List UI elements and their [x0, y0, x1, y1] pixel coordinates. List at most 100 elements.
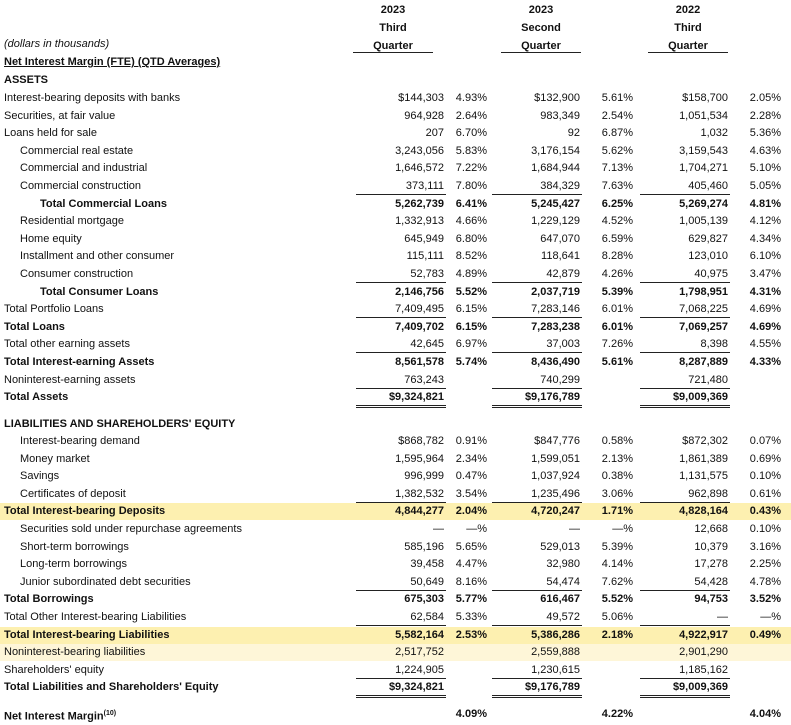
cell-rule	[640, 625, 730, 626]
cell-rule	[492, 678, 582, 680]
rate-cell: 4.33%	[749, 356, 781, 368]
rate-cell: 6.41%	[455, 197, 487, 210]
cell-rule	[640, 282, 730, 283]
rate-cell: 5.52%	[601, 593, 633, 606]
amount-cell: 8,398	[700, 338, 728, 351]
amount-cell: —	[717, 611, 728, 623]
row-label: Total Interest-earning Assets	[4, 356, 155, 368]
amount-cell: 1,131,575	[679, 470, 728, 483]
rate-cell: 0.58%	[601, 435, 633, 447]
column-header: 2023	[380, 4, 406, 16]
row-label: Total Assets	[4, 391, 69, 404]
rate-cell: 6.97%	[455, 338, 487, 351]
amount-cell: —	[569, 523, 580, 535]
rate-cell: —%	[760, 611, 781, 623]
rate-cell: 0.43%	[749, 505, 781, 518]
row-label: Securities sold under repurchase agreeme…	[20, 523, 242, 535]
rate-cell: 6.80%	[455, 232, 487, 245]
rate-cell: 4.22%	[601, 708, 633, 720]
rate-cell: 2.54%	[601, 109, 633, 122]
amount-cell: 1,599,051	[531, 452, 580, 465]
row-label: Installment and other consumer	[20, 250, 175, 263]
amount-cell: 1,704,271	[679, 162, 728, 175]
amount-cell: 42,879	[546, 268, 580, 280]
rate-cell: —%	[466, 523, 487, 535]
rate-cell: 4.26%	[601, 268, 633, 280]
rate-cell: 0.61%	[749, 487, 781, 500]
rate-cell: 5.39%	[601, 285, 633, 298]
amount-cell: $144,303	[398, 92, 444, 104]
amount-cell: 5,582,164	[395, 628, 444, 641]
column-header: Third	[379, 22, 407, 34]
cell-rule	[356, 407, 446, 409]
rate-cell: 4.93%	[455, 92, 487, 104]
rate-cell: 3.54%	[455, 487, 487, 500]
amount-cell: $847,776	[534, 435, 580, 447]
cell-rule	[356, 405, 446, 407]
amount-cell: 1,798,951	[679, 285, 728, 298]
amount-cell: 1,224,905	[395, 663, 444, 676]
rate-cell: 0.91%	[455, 435, 487, 447]
cell-rule	[640, 697, 730, 699]
cell-rule	[640, 501, 730, 503]
rate-cell: 3.47%	[749, 268, 781, 280]
amount-cell: $9,324,821	[388, 391, 444, 404]
amount-cell: 2,037,719	[531, 285, 580, 298]
amount-cell: 5,262,739	[395, 197, 444, 210]
amount-cell: 7,069,257	[679, 320, 728, 333]
row-label: Loans held for sale	[4, 127, 97, 140]
amount-cell: 94,753	[694, 593, 728, 606]
row-label: Residential mortgage	[20, 215, 124, 228]
amount-cell: 645,949	[404, 232, 444, 245]
amount-cell: 629,827	[688, 232, 728, 245]
cell-rule	[356, 678, 446, 680]
cell-rule	[356, 501, 446, 503]
amount-cell: 39,458	[410, 558, 444, 571]
rate-cell: 7.22%	[455, 162, 487, 175]
amount-cell: 42,645	[410, 338, 444, 351]
rate-cell: 0.47%	[455, 470, 487, 483]
rate-cell: 4.89%	[455, 268, 487, 280]
cell-rule	[492, 194, 582, 195]
cell-rule	[356, 387, 446, 389]
amount-cell: 2,517,752	[395, 646, 444, 659]
rate-cell: 5.65%	[455, 540, 487, 553]
amount-cell: 373,111	[405, 180, 444, 192]
footnote-ref: (10)	[103, 710, 117, 717]
cell-rule	[640, 678, 730, 680]
row-label: Total Interest-bearing Deposits	[4, 505, 166, 518]
amount-cell: $868,782	[398, 435, 444, 447]
amount-cell: 1,051,534	[679, 109, 728, 122]
rate-cell: 0.10%	[749, 523, 781, 535]
amount-cell: 7,409,495	[395, 303, 444, 316]
rate-cell: 5.06%	[601, 611, 633, 623]
cell-rule	[640, 405, 730, 407]
rate-cell: 6.59%	[601, 232, 633, 245]
rate-cell: 4.55%	[749, 338, 781, 351]
row-label: Total Loans	[4, 320, 65, 333]
amount-cell: 8,436,490	[531, 356, 580, 368]
amount-cell: 7,409,702	[395, 320, 444, 333]
rate-cell: 4.81%	[749, 197, 781, 210]
amount-cell: $9,176,789	[524, 391, 580, 404]
row-label: Net Interest Margin(10)	[4, 710, 117, 723]
cell-rule	[492, 625, 582, 626]
amount-cell: 1,185,162	[679, 663, 728, 676]
rate-cell: 5.74%	[455, 356, 487, 368]
amount-cell: 7,283,238	[531, 320, 580, 333]
rate-cell: 4.31%	[749, 285, 781, 298]
row-highlight	[0, 503, 791, 521]
amount-cell: 8,287,889	[679, 356, 728, 368]
row-label: Net Interest Margin (FTE) (QTD Averages)	[4, 56, 221, 68]
amount-cell: 12,668	[694, 523, 728, 535]
row-label: (dollars in thousands)	[4, 38, 110, 50]
rate-cell: 6.70%	[455, 127, 487, 140]
cell-rule	[356, 194, 446, 195]
cell-rule	[356, 625, 446, 626]
cell-rule	[356, 677, 446, 679]
row-label: Total Liabilities and Shareholders' Equi…	[4, 681, 219, 694]
column-header: 2023	[528, 4, 554, 16]
row-label: Total Borrowings	[4, 593, 94, 606]
rate-cell: 8.52%	[455, 250, 487, 263]
row-label: Home equity	[20, 232, 82, 245]
